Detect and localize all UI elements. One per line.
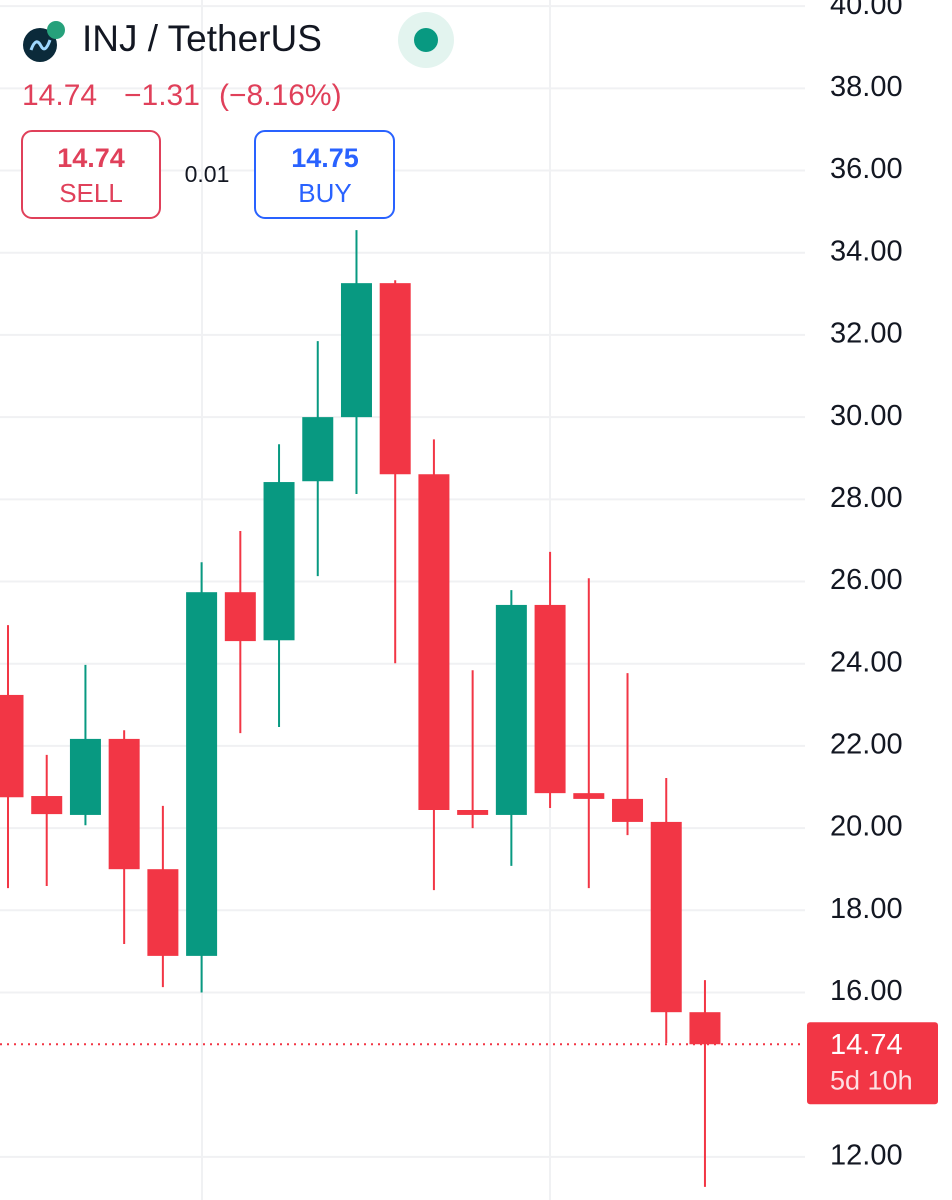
- change: −1.31: [124, 79, 200, 112]
- candle-body: [340, 283, 372, 418]
- candle-body: [224, 592, 256, 642]
- y-tick-label: 38.00: [830, 71, 903, 103]
- candle-body: [263, 482, 295, 641]
- candle-body: [302, 417, 334, 482]
- sell-label: SELL: [59, 178, 123, 208]
- quote-logo: [47, 21, 65, 39]
- y-tick-label: 30.00: [830, 400, 903, 432]
- candle-body: [573, 793, 605, 799]
- candle-body: [379, 283, 411, 475]
- y-tick-label: 22.00: [830, 729, 903, 761]
- candle-body: [534, 604, 566, 794]
- y-tick-label: 34.00: [830, 235, 903, 267]
- candle-body: [612, 798, 644, 822]
- logo-mark: [29, 39, 52, 51]
- candle-body: [69, 738, 101, 815]
- status-dot: [414, 28, 438, 52]
- last-price-tag: [807, 1022, 938, 1105]
- y-tick-label: 12.00: [830, 1140, 903, 1172]
- y-tick-label: 18.00: [830, 893, 903, 925]
- candle-body: [108, 738, 140, 870]
- buy-label: BUY: [298, 178, 351, 208]
- candle-body: [650, 821, 682, 1013]
- buy-price: 14.75: [291, 143, 359, 173]
- y-tick-label: 24.00: [830, 646, 903, 678]
- symbol[interactable]: INJ / TetherUS: [82, 18, 322, 59]
- sell-button[interactable]: [21, 130, 161, 219]
- y-tick-label: 32.00: [830, 318, 903, 350]
- price: 14.74: [22, 79, 97, 112]
- y-tick-label: 26.00: [830, 564, 903, 596]
- candle-body: [31, 796, 63, 815]
- candle-body: [495, 604, 527, 815]
- y-tick-label: 20.00: [830, 811, 903, 843]
- y-tick-label: 16.00: [830, 975, 903, 1007]
- y-tick-label: 40.00: [830, 0, 903, 21]
- last-price-label: 14.74: [830, 1029, 903, 1061]
- candle-body: [0, 694, 24, 798]
- candle-body: [186, 592, 218, 956]
- candle-body: [457, 810, 489, 815]
- candle-body: [147, 869, 179, 956]
- y-tick-label: 36.00: [830, 153, 903, 185]
- candle-body: [689, 1012, 721, 1045]
- buy-button[interactable]: [254, 130, 395, 219]
- spread: 0.01: [185, 161, 230, 187]
- candle-body: [418, 474, 450, 810]
- countdown: 5d 10h: [830, 1065, 913, 1095]
- candles: [0, 230, 721, 1187]
- y-tick-label: 28.00: [830, 482, 903, 514]
- change-percent: (−8.16%): [219, 79, 342, 112]
- header: INJ / TetherUS 14.74 −1.31 (−8.16%) 14.7…: [21, 12, 454, 219]
- sell-price: 14.74: [57, 143, 125, 173]
